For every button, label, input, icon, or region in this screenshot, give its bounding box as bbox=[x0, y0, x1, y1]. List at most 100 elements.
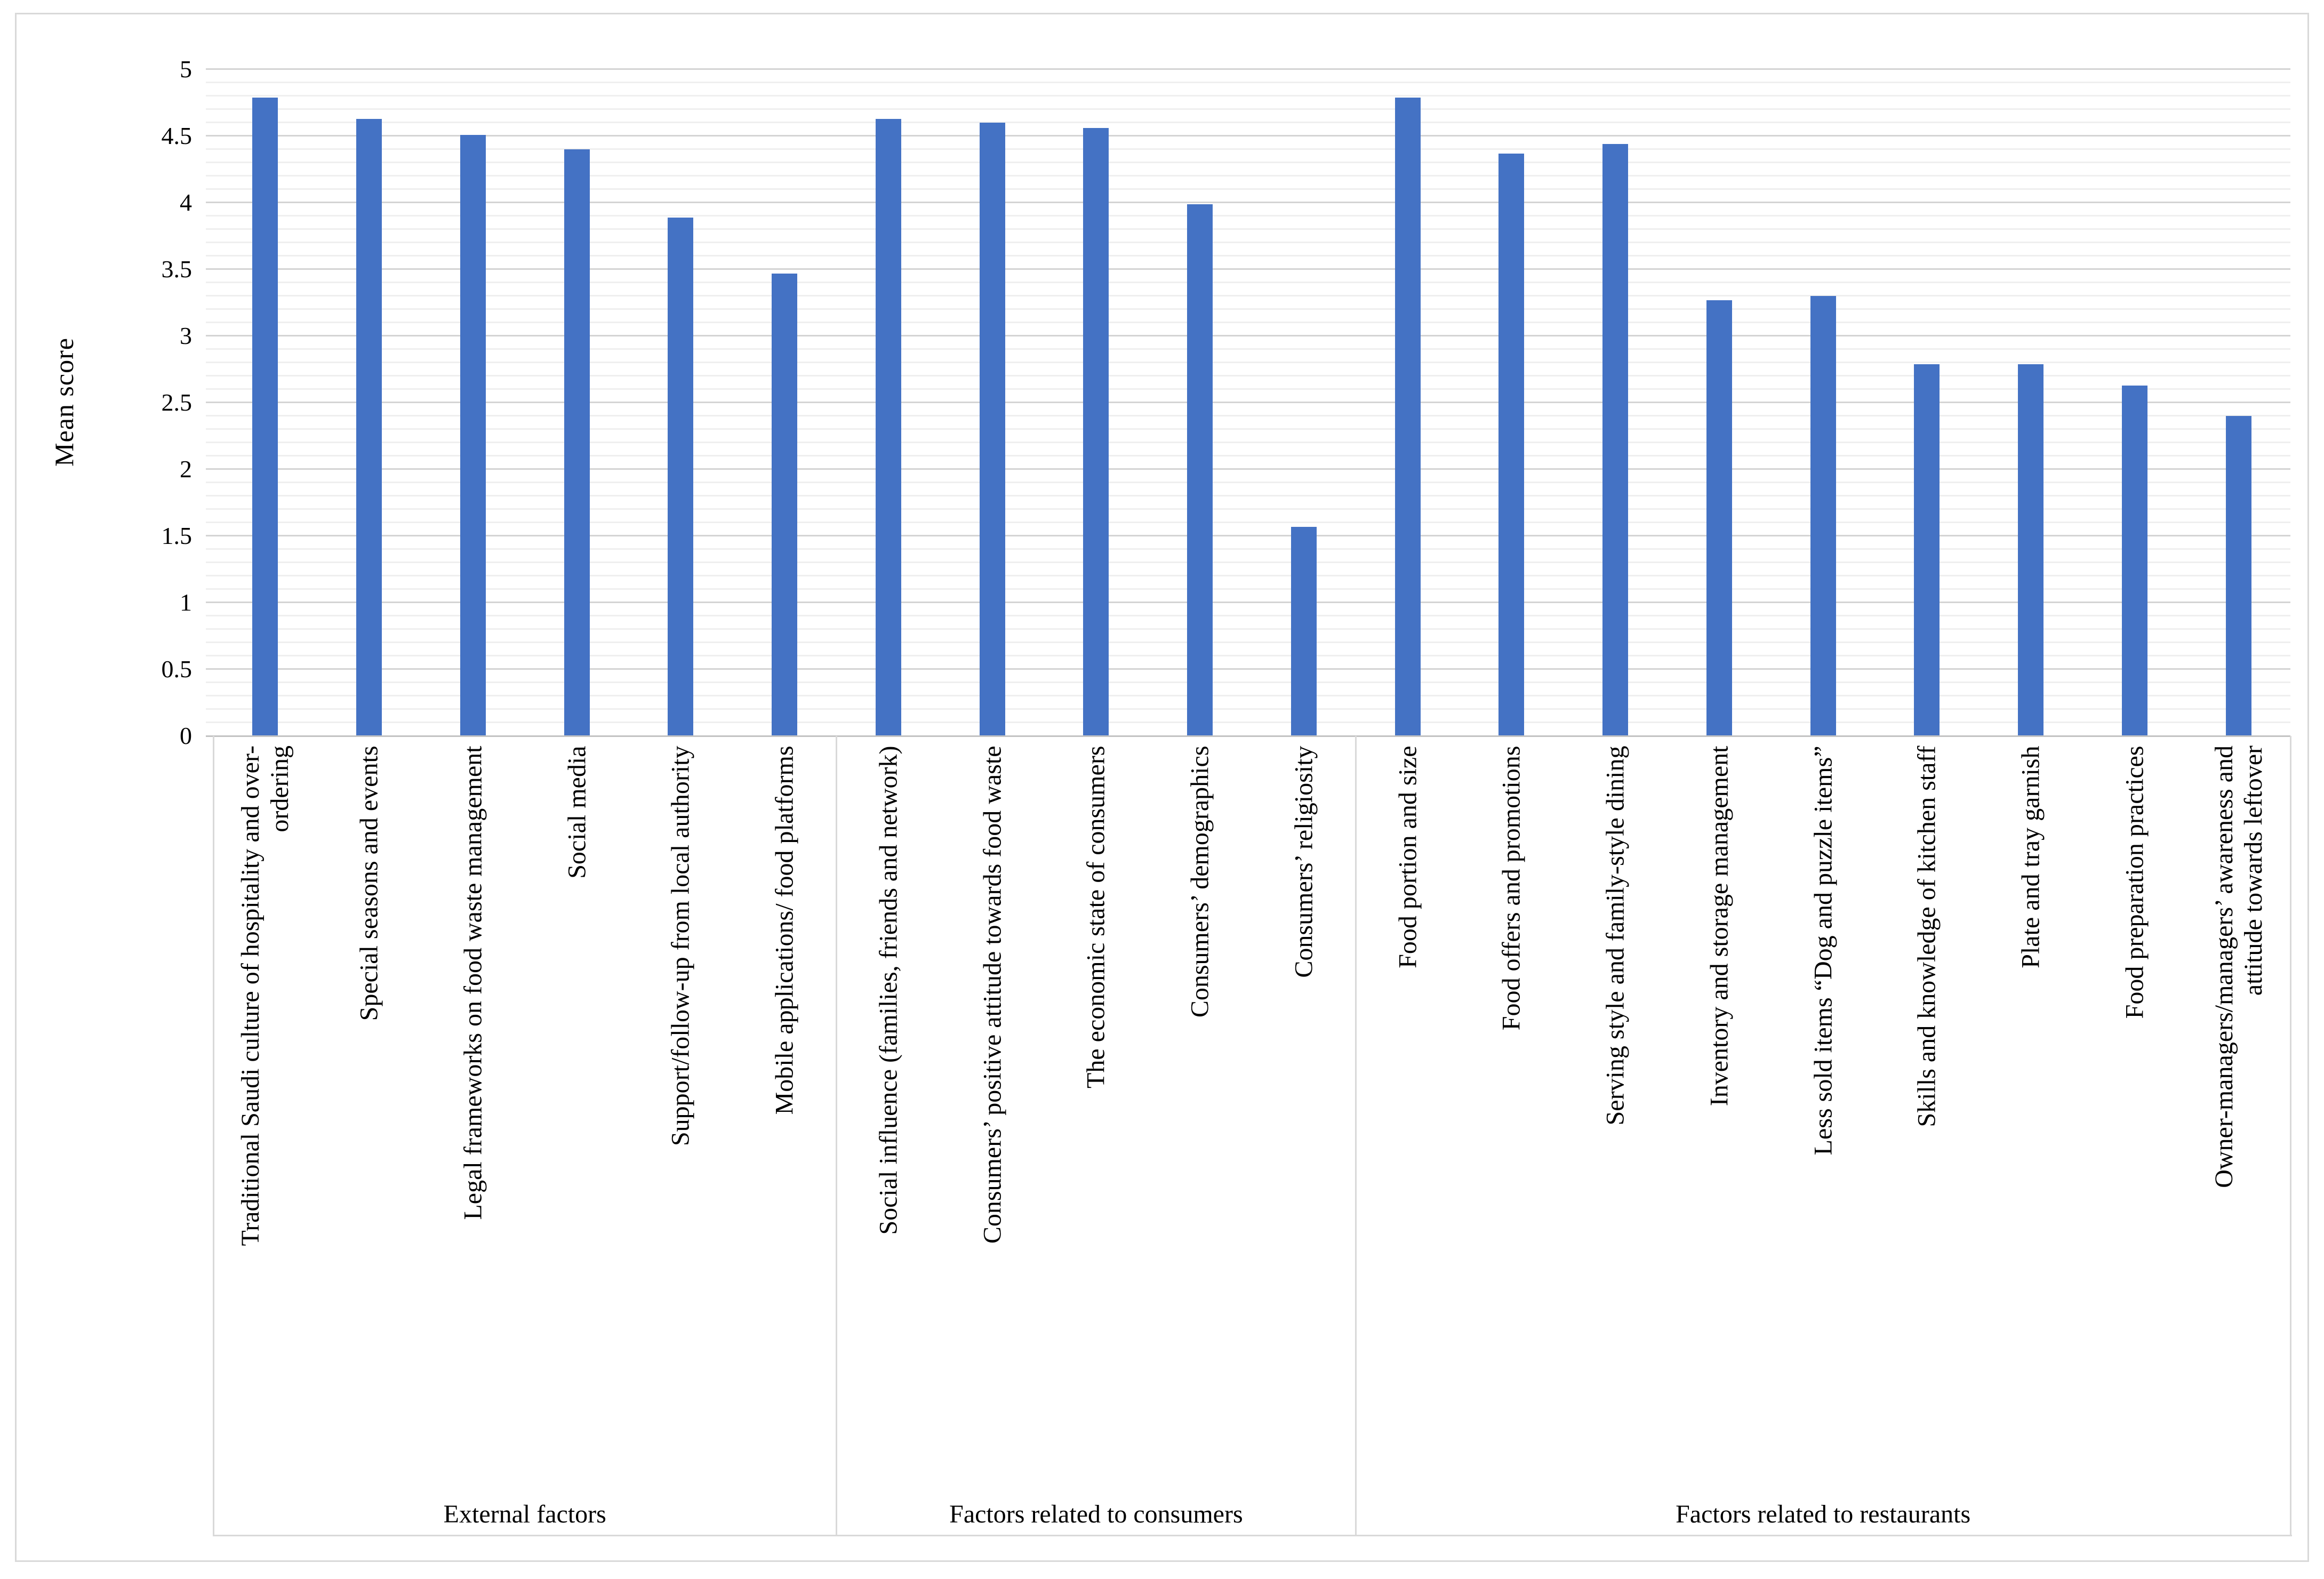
gridline-major bbox=[206, 335, 2290, 336]
gridline-minor bbox=[206, 722, 2290, 723]
gridline-major bbox=[206, 268, 2290, 270]
y-tick-label: 2.5 bbox=[161, 389, 193, 416]
bar bbox=[564, 149, 590, 736]
gridline-minor bbox=[206, 562, 2290, 563]
gridline-minor bbox=[206, 95, 2290, 97]
bar bbox=[460, 134, 486, 736]
category-label: Legal frameworks on food waste managemen… bbox=[459, 746, 487, 1220]
gridline-minor bbox=[206, 548, 2290, 550]
gridline-minor bbox=[206, 108, 2290, 110]
category-label: Social influence (families, friends and … bbox=[874, 746, 903, 1235]
bar bbox=[979, 123, 1005, 736]
gridline-major bbox=[206, 202, 2290, 203]
category-label: Special seasons and events bbox=[355, 746, 383, 1021]
gridline-minor bbox=[206, 695, 2290, 696]
y-tick-label: 0.5 bbox=[161, 655, 193, 683]
group-label: External factors bbox=[443, 1500, 606, 1528]
gridline-minor bbox=[206, 82, 2290, 83]
bar bbox=[2121, 385, 2147, 736]
gridline-minor bbox=[206, 322, 2290, 323]
y-tick-label: 3 bbox=[180, 322, 192, 349]
gridline-minor bbox=[206, 188, 2290, 190]
group-separator-line bbox=[1355, 736, 1357, 1536]
group-label: Factors related to restaurants bbox=[1676, 1500, 1971, 1528]
gridline-minor bbox=[206, 682, 2290, 683]
bar bbox=[356, 118, 382, 736]
gridline-minor bbox=[206, 522, 2290, 523]
category-label: Mobile applications/ food platforms bbox=[770, 746, 799, 1115]
bar bbox=[1291, 526, 1317, 736]
group-separator-line bbox=[836, 736, 837, 1536]
bar bbox=[1914, 364, 1940, 736]
gridline-major bbox=[206, 135, 2290, 137]
category-label: Food portion and size bbox=[1393, 746, 1422, 968]
gridline-minor bbox=[206, 655, 2290, 656]
gridline-minor bbox=[206, 308, 2290, 310]
bar bbox=[668, 217, 694, 736]
category-label: Traditional Saudi culture of hospitality… bbox=[236, 746, 294, 1246]
gridline-major bbox=[206, 468, 2290, 470]
gridline-minor bbox=[206, 428, 2290, 430]
group-label: Factors related to consumers bbox=[949, 1500, 1243, 1528]
gridline-minor bbox=[206, 175, 2290, 177]
category-label: Support/follow-up from local authority bbox=[666, 746, 695, 1146]
y-tick-label: 5 bbox=[180, 55, 192, 83]
category-label: Owner-managers/managers’ awareness and a… bbox=[2209, 746, 2267, 1188]
bar bbox=[1498, 153, 1525, 736]
gridline-minor bbox=[206, 508, 2290, 510]
category-label: The economic state of consumers bbox=[1081, 746, 1110, 1088]
gridline-major bbox=[206, 402, 2290, 403]
category-label: Consumers’ religiosity bbox=[1289, 746, 1318, 978]
category-label: Consumers’ positive attitude towards foo… bbox=[978, 746, 1007, 1244]
bar bbox=[1187, 204, 1213, 736]
category-label: Plate and tray garnish bbox=[2016, 746, 2045, 968]
bar bbox=[1810, 296, 1836, 736]
bar bbox=[1602, 144, 1629, 736]
gridline-minor bbox=[206, 708, 2290, 710]
group-separator-line bbox=[2289, 736, 2291, 1536]
gridline-minor bbox=[206, 242, 2290, 243]
gridline-minor bbox=[206, 282, 2290, 283]
label-area-bottom-line bbox=[213, 1535, 2292, 1536]
category-label: Food preparation practices bbox=[2120, 746, 2149, 1019]
gridline-minor bbox=[206, 162, 2290, 163]
gridline-minor bbox=[206, 642, 2290, 643]
gridline-minor bbox=[206, 348, 2290, 350]
gridline-minor bbox=[206, 388, 2290, 390]
category-label: Food offers and promotions bbox=[1497, 746, 1526, 1030]
gridline-minor bbox=[206, 215, 2290, 217]
bar bbox=[1706, 300, 1732, 736]
y-tick-label: 1.5 bbox=[161, 522, 193, 549]
bar bbox=[1395, 97, 1421, 736]
gridline-major bbox=[206, 68, 2290, 70]
bar bbox=[772, 273, 798, 736]
y-tick-label: 4.5 bbox=[161, 122, 193, 149]
gridline-minor bbox=[206, 362, 2290, 363]
gridline-minor bbox=[206, 455, 2290, 456]
x-axis-line bbox=[206, 735, 2290, 737]
bar bbox=[2225, 416, 2251, 736]
group-separator-line bbox=[212, 736, 214, 1536]
bar bbox=[2018, 364, 2044, 736]
gridline-minor bbox=[206, 482, 2290, 483]
category-label: Inventory and storage management bbox=[1705, 746, 1734, 1106]
gridline-minor bbox=[206, 228, 2290, 230]
bar bbox=[875, 118, 901, 736]
gridline-major bbox=[206, 668, 2290, 670]
gridline-minor bbox=[206, 375, 2290, 376]
y-tick-label: 3.5 bbox=[161, 255, 193, 283]
gridline-minor bbox=[206, 442, 2290, 443]
gridline-major bbox=[206, 535, 2290, 536]
gridline-minor bbox=[206, 495, 2290, 496]
gridline-major bbox=[206, 602, 2290, 603]
y-tick-label: 1 bbox=[180, 589, 192, 616]
category-label: Social media bbox=[563, 746, 591, 879]
gridline-minor bbox=[206, 615, 2290, 616]
y-tick-label: 2 bbox=[180, 455, 192, 483]
plot-area bbox=[206, 68, 2290, 736]
category-label: Less sold items “Dog and puzzle items” bbox=[1809, 746, 1838, 1155]
figure-border bbox=[15, 13, 2309, 1562]
category-label: Serving style and family-style dining bbox=[1601, 746, 1630, 1125]
gridline-minor bbox=[206, 588, 2290, 590]
